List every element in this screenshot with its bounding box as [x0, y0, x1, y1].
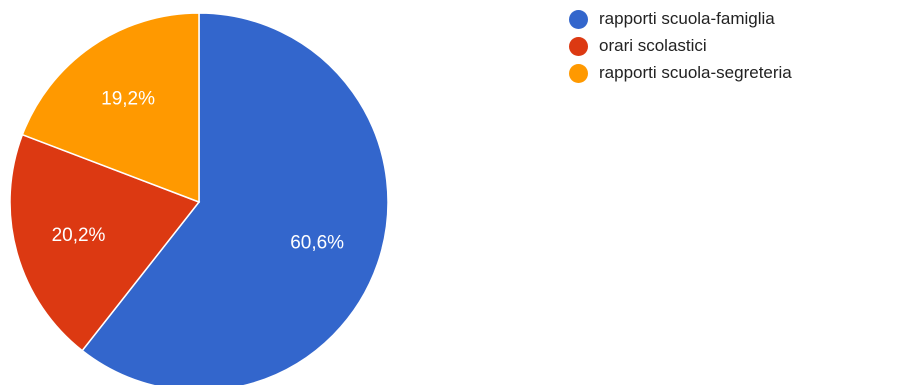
pie-slice-orari-scolastici[interactable]: [9, 133, 201, 352]
legend-item-orari-scolastici[interactable]: orari scolastici: [569, 36, 792, 56]
legend-item-rapporti-scuola-segreteria[interactable]: rapporti scuola-segreteria: [569, 63, 792, 83]
pie-plot-area: 60,6% 20,2% 19,2%: [9, 12, 389, 385]
legend-item-rapporti-scuola-famiglia[interactable]: rapporti scuola-famiglia: [569, 9, 792, 29]
slices-layer: [9, 12, 389, 385]
slice-label-rapporti-scuola-famiglia: 60,6%: [290, 232, 344, 253]
legend-label: rapporti scuola-segreteria: [599, 63, 792, 82]
legend-label: rapporti scuola-famiglia: [599, 9, 775, 28]
legend-swatch-icon: [569, 63, 588, 83]
legend-swatch-icon: [569, 9, 588, 29]
legend-swatch-icon: [569, 36, 588, 56]
legend-label: orari scolastici: [599, 36, 707, 55]
chart-legend: rapporti scuola-famiglia orari scolastic…: [569, 9, 792, 90]
slice-label-orari-scolastici: 20,2%: [52, 225, 106, 246]
pie-slice-rapporti-scuola-segreteria[interactable]: [21, 12, 200, 204]
slice-label-rapporti-scuola-segreteria: 19,2%: [101, 89, 155, 110]
pie-slice-rapporti-scuola-famiglia[interactable]: [81, 12, 389, 385]
slice-labels-layer: 60,6% 20,2% 19,2%: [52, 89, 345, 254]
